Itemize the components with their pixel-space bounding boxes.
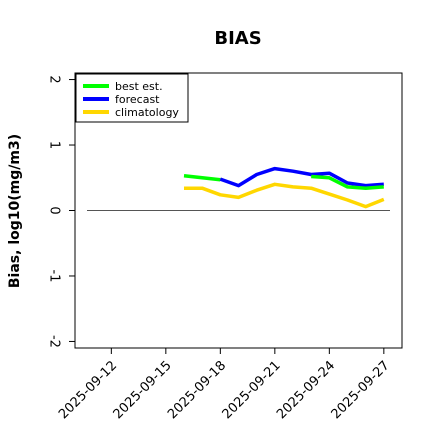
series-group xyxy=(183,166,385,209)
y-axis: -2 -1 0 1 2 xyxy=(47,75,75,348)
legend-label: best est. xyxy=(115,80,163,93)
y-axis-label: Bias, log10(mg/m3) xyxy=(7,134,23,288)
series-line-1 xyxy=(219,166,384,188)
series-line-0 xyxy=(183,174,221,182)
x-axis: 2025-09-122025-09-152025-09-182025-09-21… xyxy=(56,348,393,422)
x-tick-label: 2025-09-27 xyxy=(329,358,393,422)
series-line-3 xyxy=(311,174,384,190)
chart-title: BIAS xyxy=(214,28,261,49)
y-tick-label: 1 xyxy=(47,141,62,149)
y-tick-label: -2 xyxy=(47,335,62,348)
legend-label: forecast xyxy=(115,93,160,106)
legend-label: climatology xyxy=(115,106,179,119)
y-tick-label: -1 xyxy=(47,269,62,282)
y-tick-label: 0 xyxy=(47,206,62,214)
series-line-2 xyxy=(184,182,385,209)
y-tick-label: 2 xyxy=(47,75,62,83)
